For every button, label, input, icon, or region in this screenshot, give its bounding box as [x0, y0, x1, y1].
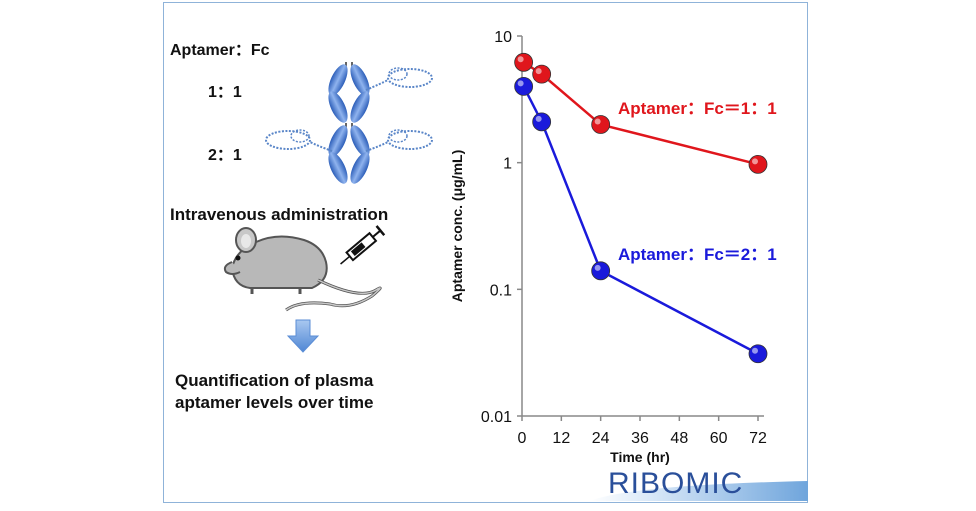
y-tick-label: 10 — [494, 29, 512, 46]
aptamer-fc-complex-icon — [265, 123, 433, 184]
x-tick-label: 12 — [552, 430, 570, 447]
chart-axes — [517, 35, 764, 421]
y-axis-title: Aptamer conc. (μg/mL) — [449, 150, 465, 302]
ratio-header: Aptamer：Fc — [170, 42, 270, 59]
ratio-label-2-1: 2：1 — [208, 147, 242, 164]
x-tick-label: 60 — [710, 430, 728, 447]
series-line-0 — [522, 61, 759, 166]
y-tick-label: 0.01 — [481, 409, 512, 426]
data-point — [591, 261, 611, 281]
ratio-label-1-1: 1：1 — [208, 84, 242, 101]
route-label: Intravenous administration — [170, 205, 389, 224]
y-tick-label: 0.1 — [490, 282, 512, 299]
x-tick-label: 36 — [631, 430, 649, 447]
chart-labels: 0.01 0.1 1 10 0 12 24 36 48 60 72 Time (hr) Aptamer … — [449, 29, 777, 465]
series-label-1: Aptamer：Fc＝2：1 — [618, 245, 777, 264]
y-tick-label: 1 — [503, 156, 512, 173]
result-line-2: aptamer levels over time — [175, 393, 374, 412]
data-point — [532, 64, 552, 84]
down-arrow-icon — [286, 319, 320, 353]
chart-series-lines — [522, 61, 759, 355]
chart-data-points — [514, 52, 768, 364]
result-line-1: Quantification of plasma — [175, 371, 374, 390]
result-description: Quantification of plasma aptamer levels … — [175, 370, 373, 414]
data-point — [514, 52, 534, 72]
series-line-1 — [522, 85, 759, 355]
series-label-0: Aptamer：Fc＝1：1 — [618, 99, 777, 118]
x-axis-title: Time (hr) — [610, 449, 670, 465]
syringe-icon — [340, 225, 386, 265]
data-point — [514, 77, 534, 96]
logo-text: RIBOMIC — [608, 467, 743, 500]
x-tick-label: 0 — [518, 430, 527, 447]
x-tick-label: 48 — [670, 430, 688, 447]
x-tick-label: 24 — [592, 430, 610, 447]
aptamer-fc-complex-icon — [328, 62, 433, 123]
x-tick-label: 72 — [749, 430, 767, 447]
data-point — [532, 112, 552, 132]
mouse-icon — [223, 227, 382, 312]
data-point — [748, 344, 768, 364]
data-point — [591, 115, 611, 134]
data-point — [748, 154, 768, 174]
ribomic-logo: RIBOMIC — [590, 467, 808, 501]
